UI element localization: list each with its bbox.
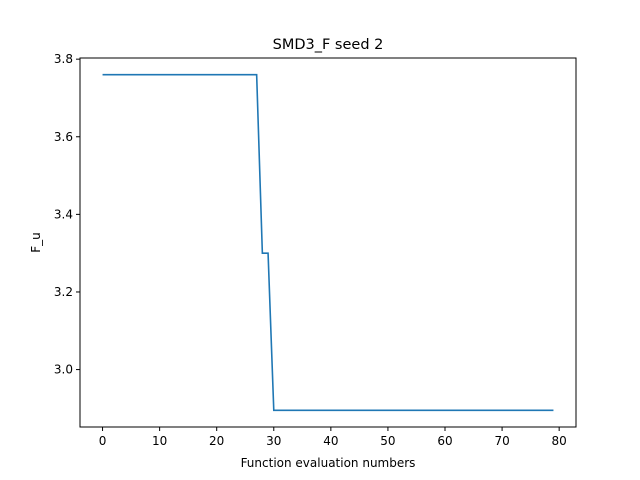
x-tick-label: 0 <box>99 434 107 448</box>
y-tick-label: 3.4 <box>54 207 73 221</box>
y-tick-label: 3.6 <box>54 130 73 144</box>
chart-title: SMD3_F seed 2 <box>273 37 384 53</box>
x-tick-label: 20 <box>209 434 224 448</box>
x-axis-label: Function evaluation numbers <box>241 456 416 470</box>
y-axis-label: F_u <box>29 232 43 253</box>
plot-area <box>102 73 554 412</box>
x-tick-label: 70 <box>494 434 509 448</box>
axes-frame <box>79 57 577 428</box>
x-tick-label: 60 <box>437 434 452 448</box>
x-tick-label: 40 <box>323 434 338 448</box>
x-tick-label: 80 <box>552 434 567 448</box>
y-tick-label: 3.8 <box>54 52 73 66</box>
x-tick-label: 50 <box>380 434 395 448</box>
x-axis-ticks: 0 10 20 30 40 50 60 70 80 <box>99 427 567 448</box>
x-tick-label: 30 <box>266 434 281 448</box>
x-tick-label: 10 <box>152 434 167 448</box>
series-line-0 <box>102 73 554 412</box>
y-tick-label: 3.2 <box>54 285 73 299</box>
y-axis-ticks: 3.0 3.2 3.4 3.6 3.8 <box>54 52 80 377</box>
y-tick-label: 3.0 <box>54 363 73 377</box>
